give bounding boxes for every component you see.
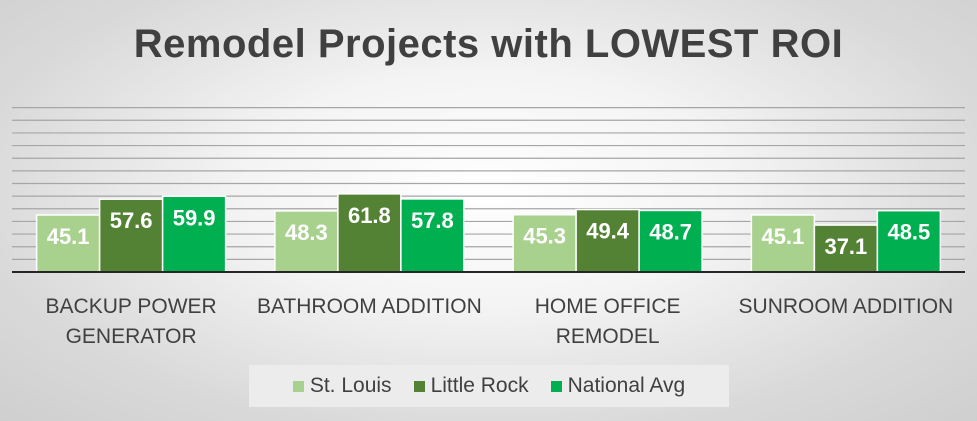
data-label: 45.1 [47,224,90,249]
category-label: GENERATOR [66,325,197,348]
legend-swatch [414,381,425,392]
data-label: 37.1 [824,234,867,259]
legend-item: Little Rock [414,374,529,398]
data-label: 57.8 [411,208,454,233]
data-label: 48.5 [887,220,930,245]
legend-item: National Avg [551,374,686,398]
data-label: 57.6 [110,208,153,233]
data-label: 49.4 [586,219,630,244]
category-label: HOME OFFICE [535,295,681,318]
category-label: REMODEL [556,325,660,348]
data-label: 45.1 [761,224,804,249]
legend-swatch [551,381,562,392]
legend-swatch [293,381,304,392]
category-label: BATHROOM ADDITION [257,295,482,318]
legend-label: Little Rock [431,374,529,398]
legend-item: St. Louis [293,374,392,398]
category-label: BACKUP POWER [46,295,217,318]
data-label: 45.3 [523,224,566,249]
category-label: SUNROOM ADDITION [739,295,954,318]
legend-label: National Avg [568,374,686,398]
data-label: 59.9 [173,205,216,230]
data-label: 48.3 [285,220,328,245]
legend-label: St. Louis [310,374,392,398]
data-label: 48.7 [649,219,692,244]
data-label: 61.8 [348,203,391,228]
legend: St. Louis Little Rock National Avg [249,365,729,407]
